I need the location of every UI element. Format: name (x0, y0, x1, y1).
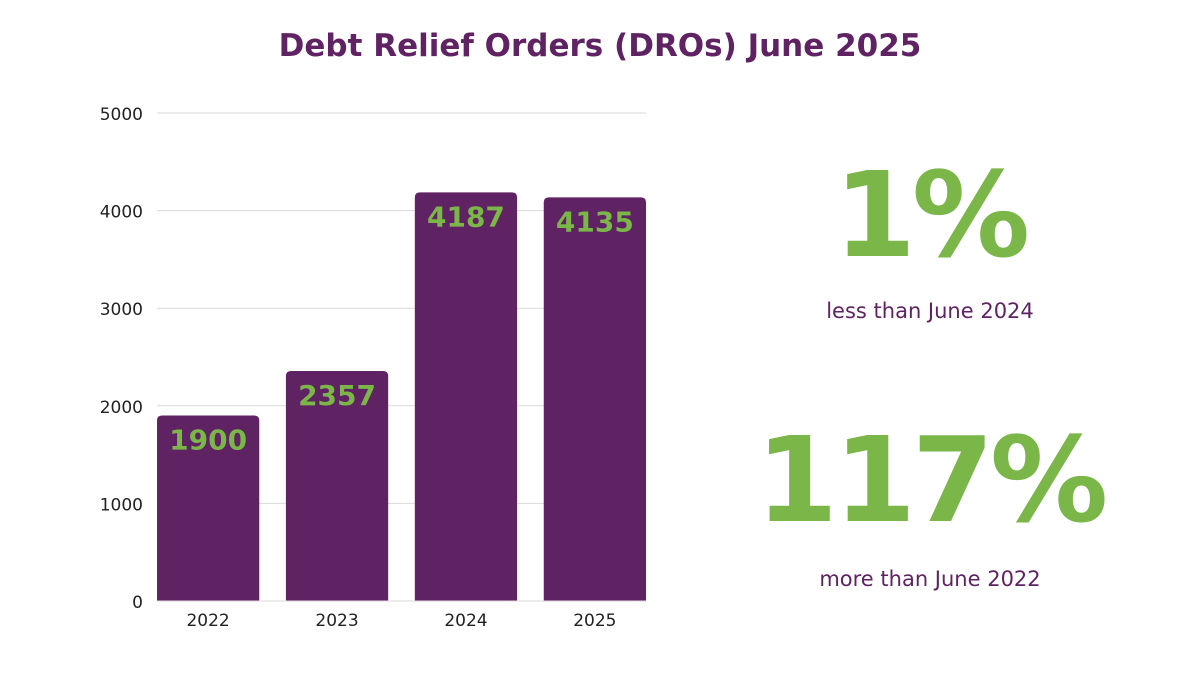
stat-percent-change-2024: 1% (833, 146, 1030, 284)
data-label-2022: 1900 (169, 424, 247, 457)
y-tick-label: 0 (132, 593, 143, 613)
bar-2022 (157, 415, 260, 601)
x-tick-label-2023: 2023 (315, 611, 358, 631)
x-tick-label-2022: 2022 (186, 611, 229, 631)
stat-percent-change-2022: 117% (755, 411, 1109, 549)
y-tick-label: 5000 (100, 105, 143, 125)
page-title: Debt Relief Orders (DROs) June 2025 (278, 28, 922, 64)
stat-caption-2024: less than June 2024 (826, 299, 1034, 323)
stat-caption-2022: more than June 2022 (819, 567, 1041, 591)
data-label-2023: 2357 (298, 379, 376, 412)
bar-2023 (285, 370, 389, 601)
y-tick-label: 3000 (100, 300, 143, 320)
bar-2025 (543, 197, 646, 601)
data-label-2024: 4187 (427, 200, 505, 233)
x-tick-label-2025: 2025 (573, 611, 616, 631)
bar-chart: 0 1000 2000 3000 4000 5000 1900 2022 2357 2023 418… (100, 105, 646, 631)
data-label-2025: 4135 (556, 205, 634, 238)
y-tick-label: 1000 (100, 495, 143, 515)
bar-2024 (414, 192, 518, 601)
y-tick-label: 2000 (100, 398, 143, 418)
y-tick-label: 4000 (100, 203, 143, 223)
x-tick-label-2024: 2024 (444, 611, 487, 631)
